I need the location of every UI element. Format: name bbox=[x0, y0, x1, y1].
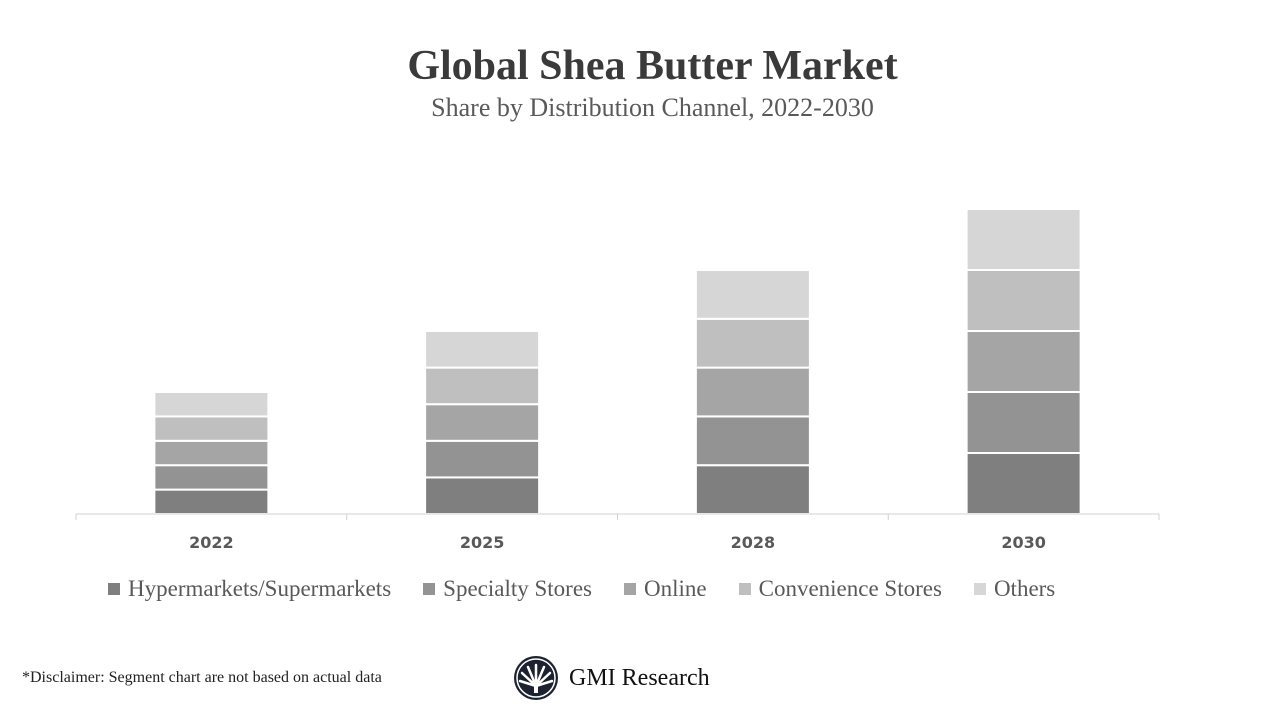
bar-segment-2028-3 bbox=[694, 317, 811, 369]
bar-segment-2025-3 bbox=[424, 366, 541, 406]
legend-item: Hypermarkets/Supermarkets bbox=[108, 576, 391, 602]
legend-label: Convenience Stores bbox=[758, 576, 942, 601]
brand-name: GMI Research bbox=[569, 664, 710, 691]
brand-logo: GMI Research bbox=[513, 655, 710, 701]
bar-segment-2025-4 bbox=[424, 330, 541, 369]
gmi-logo-icon bbox=[514, 656, 558, 700]
legend-label: Specialty Stores bbox=[443, 576, 592, 601]
bar-segment-2030-2 bbox=[965, 330, 1082, 393]
bar-segment-2028-2 bbox=[694, 366, 811, 418]
legend: Hypermarkets/Supermarkets Specialty Store… bbox=[108, 576, 1055, 602]
bar-segment-2022-4 bbox=[153, 391, 270, 418]
legend-label: Hypermarkets/Supermarkets bbox=[128, 576, 392, 601]
legend-label: Online bbox=[644, 576, 707, 601]
legend-swatch bbox=[624, 583, 636, 595]
bar-segment-2022-0 bbox=[153, 488, 270, 516]
legend-label: Others bbox=[993, 576, 1056, 601]
bar-segment-2028-0 bbox=[694, 464, 811, 516]
x-tick-label: 2025 bbox=[460, 533, 505, 552]
legend-item: Others bbox=[973, 576, 1056, 602]
legend-swatch bbox=[738, 583, 751, 595]
bar-segment-2022-2 bbox=[153, 439, 270, 467]
legend-item: Online bbox=[624, 576, 707, 602]
legend-swatch bbox=[973, 583, 986, 595]
bar-segment-2028-4 bbox=[694, 269, 811, 320]
bar-segment-2022-3 bbox=[153, 415, 270, 442]
bar-segment-2030-0 bbox=[965, 452, 1082, 515]
bar-segment-2030-1 bbox=[965, 391, 1082, 454]
bar-segment-2030-3 bbox=[965, 269, 1082, 332]
disclaimer: *Disclaimer: Segment chart are not based… bbox=[22, 669, 382, 686]
legend-item: Specialty Stores bbox=[423, 576, 592, 602]
chart-title: Global Shea Butter Market bbox=[407, 43, 898, 89]
legend-item: Convenience Stores bbox=[738, 576, 942, 602]
legend-swatch bbox=[423, 583, 436, 595]
bar-segment-2022-1 bbox=[153, 464, 270, 491]
bar-segment-2025-0 bbox=[424, 476, 541, 515]
bar-segment-2028-1 bbox=[694, 415, 811, 467]
x-tick-label: 2030 bbox=[1001, 533, 1046, 552]
x-tick-label: 2028 bbox=[731, 533, 776, 552]
chart-subtitle: Share by Distribution Channel, 2022-2030 bbox=[431, 93, 874, 122]
bar-segment-2025-2 bbox=[424, 403, 541, 442]
x-tick-label: 2022 bbox=[189, 533, 234, 552]
bar-segment-2030-4 bbox=[965, 208, 1082, 271]
bar-segment-2025-1 bbox=[424, 439, 541, 479]
legend-swatch bbox=[108, 583, 120, 595]
